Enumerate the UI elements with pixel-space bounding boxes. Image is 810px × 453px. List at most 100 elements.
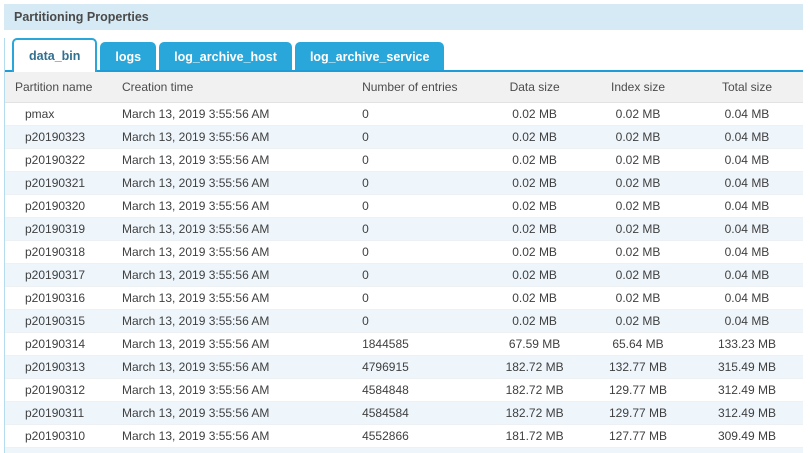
column-header-creation-time: Creation time bbox=[117, 72, 359, 103]
cell-index-size: 0.02 MB bbox=[585, 217, 691, 241]
cell-total-size: 309.49 MB bbox=[690, 424, 803, 448]
partitioning-properties-panel: Partitioning Properties data_bin logs log_… bbox=[4, 4, 803, 453]
cell-index-size: 132.77 MB bbox=[585, 355, 691, 379]
cell-total-size: 0.04 MB bbox=[690, 194, 803, 218]
cell-partition-name: p20190315 bbox=[5, 309, 118, 333]
table-row: p20190317 March 13, 2019 3:55:56 AM 0 0.02 … bbox=[5, 263, 803, 287]
cell-partition-name: p20190316 bbox=[5, 286, 118, 310]
cell-data-size: 0.02 MB bbox=[484, 286, 586, 310]
cell-index-size: 0.02 MB bbox=[585, 194, 691, 218]
cell-data-size: 0.02 MB bbox=[484, 263, 586, 287]
cell-total-size: 0.04 MB bbox=[690, 286, 803, 310]
cell-index-size: 129.77 MB bbox=[585, 401, 691, 425]
table-row: p20190316 March 13, 2019 3:55:56 AM 0 0.02 … bbox=[5, 286, 803, 310]
cell-total-size: 0.04 MB bbox=[690, 240, 803, 264]
cell-data-size: 0.02 MB bbox=[484, 171, 586, 195]
cell-number-of-entries: 1844585 bbox=[358, 332, 485, 356]
column-header-data-size: Data size bbox=[484, 72, 586, 103]
column-header-partition-name: Partition name bbox=[5, 72, 118, 103]
cell-number-of-entries: 4796915 bbox=[358, 355, 485, 379]
cell-total-size: 315.49 MB bbox=[690, 355, 803, 379]
cell-creation-time: March 13, 2019 3:55:56 AM bbox=[117, 378, 359, 402]
table-row: p20190323 March 13, 2019 3:55:56 AM 0 0.02 … bbox=[5, 125, 803, 149]
cell-number-of-entries: 4584848 bbox=[358, 378, 485, 402]
tab-bar: data_bin logs log_archive_host log_archive_… bbox=[5, 38, 803, 72]
table-row: p20190311 March 13, 2019 3:55:56 AM 458458… bbox=[5, 401, 803, 425]
cell-index-size: 0.02 MB bbox=[585, 263, 691, 287]
cell-data-size: 181.72 MB bbox=[484, 424, 586, 448]
cell-partition-name: p20190312 bbox=[5, 378, 118, 402]
cell-index-size: 0.02 MB bbox=[585, 148, 691, 172]
cell-partition-name: p20190321 bbox=[5, 171, 118, 195]
cell-partition-name: p20190322 bbox=[5, 148, 118, 172]
cell-total-size: 0.04 MB bbox=[690, 148, 803, 172]
cell-total-size: 0.04 MB bbox=[690, 309, 803, 333]
cell-partition-name: p20190318 bbox=[5, 240, 118, 264]
cell-data-size: 182.72 MB bbox=[484, 355, 586, 379]
cell-creation-time: March 13, 2019 3:55:56 AM bbox=[117, 148, 359, 172]
cell-partition-name: p20190319 bbox=[5, 217, 118, 241]
table-row: p20190320 March 13, 2019 3:55:56 AM 0 0.02 … bbox=[5, 194, 803, 218]
cell-index-size: 0.02 MB bbox=[585, 171, 691, 195]
cell-total-size: 0.04 MB bbox=[690, 102, 803, 126]
partial-row-strip bbox=[5, 447, 803, 453]
tab-log-archive-host[interactable]: log_archive_host bbox=[159, 42, 292, 72]
table-header-row: Partition name Creation time Number of ent… bbox=[5, 72, 803, 103]
cell-total-size: 0.04 MB bbox=[690, 171, 803, 195]
table-row: p20190313 March 13, 2019 3:55:56 AM 479691… bbox=[5, 355, 803, 379]
cell-number-of-entries: 0 bbox=[358, 286, 485, 310]
cell-index-size: 0.02 MB bbox=[585, 309, 691, 333]
cell-data-size: 0.02 MB bbox=[484, 194, 586, 218]
cell-number-of-entries: 0 bbox=[358, 171, 485, 195]
cell-index-size: 0.02 MB bbox=[585, 286, 691, 310]
cell-number-of-entries: 0 bbox=[358, 240, 485, 264]
cell-data-size: 0.02 MB bbox=[484, 125, 586, 149]
table-row: p20190315 March 13, 2019 3:55:56 AM 0 0.02 … bbox=[5, 309, 803, 333]
cell-partition-name: p20190310 bbox=[5, 424, 118, 448]
cell-number-of-entries: 0 bbox=[358, 148, 485, 172]
cell-creation-time: March 13, 2019 3:55:56 AM bbox=[117, 401, 359, 425]
cell-creation-time: March 13, 2019 3:55:56 AM bbox=[117, 263, 359, 287]
tab-data-bin[interactable]: data_bin bbox=[12, 38, 98, 72]
cell-partition-name: pmax bbox=[5, 102, 118, 126]
table-row: p20190322 March 13, 2019 3:55:56 AM 0 0.02 … bbox=[5, 148, 803, 172]
cell-data-size: 0.02 MB bbox=[484, 102, 586, 126]
column-header-total-size: Total size bbox=[690, 72, 803, 103]
cell-total-size: 312.49 MB bbox=[690, 401, 803, 425]
table-row: p20190314 March 13, 2019 3:55:56 AM 184458… bbox=[5, 332, 803, 356]
partition-table: Partition name Creation time Number of ent… bbox=[5, 72, 803, 448]
cell-total-size: 0.04 MB bbox=[690, 263, 803, 287]
panel-title: Partitioning Properties bbox=[4, 4, 803, 30]
cell-creation-time: March 13, 2019 3:55:56 AM bbox=[117, 309, 359, 333]
cell-partition-name: p20190314 bbox=[5, 332, 118, 356]
cell-index-size: 129.77 MB bbox=[585, 378, 691, 402]
cell-number-of-entries: 0 bbox=[358, 309, 485, 333]
cell-total-size: 133.23 MB bbox=[690, 332, 803, 356]
cell-index-size: 127.77 MB bbox=[585, 424, 691, 448]
cell-creation-time: March 13, 2019 3:55:56 AM bbox=[117, 125, 359, 149]
table-row: p20190321 March 13, 2019 3:55:56 AM 0 0.02 … bbox=[5, 171, 803, 195]
cell-partition-name: p20190320 bbox=[5, 194, 118, 218]
cell-data-size: 67.59 MB bbox=[484, 332, 586, 356]
cell-total-size: 312.49 MB bbox=[690, 378, 803, 402]
cell-partition-name: p20190313 bbox=[5, 355, 118, 379]
cell-number-of-entries: 0 bbox=[358, 217, 485, 241]
partition-table-container: Partition name Creation time Number of ent… bbox=[5, 72, 803, 453]
cell-partition-name: p20190317 bbox=[5, 263, 118, 287]
cell-data-size: 0.02 MB bbox=[484, 240, 586, 264]
cell-index-size: 0.02 MB bbox=[585, 125, 691, 149]
table-row: p20190312 March 13, 2019 3:55:56 AM 458484… bbox=[5, 378, 803, 402]
tab-logs[interactable]: logs bbox=[100, 42, 157, 72]
table-row: p20190319 March 13, 2019 3:55:56 AM 0 0.02 … bbox=[5, 217, 803, 241]
column-header-index-size: Index size bbox=[585, 72, 691, 103]
table-row: p20190318 March 13, 2019 3:55:56 AM 0 0.02 … bbox=[5, 240, 803, 264]
tab-log-archive-service[interactable]: log_archive_service bbox=[294, 42, 445, 72]
cell-data-size: 0.02 MB bbox=[484, 217, 586, 241]
cell-index-size: 0.02 MB bbox=[585, 240, 691, 264]
table-row: p20190310 March 13, 2019 3:55:56 AM 455286… bbox=[5, 424, 803, 448]
tab-underline bbox=[5, 70, 803, 72]
cell-data-size: 182.72 MB bbox=[484, 401, 586, 425]
cell-creation-time: March 13, 2019 3:55:56 AM bbox=[117, 240, 359, 264]
table-row: pmax March 13, 2019 3:55:56 AM 0 0.02 MB 0.0… bbox=[5, 102, 803, 126]
cell-data-size: 0.02 MB bbox=[484, 148, 586, 172]
